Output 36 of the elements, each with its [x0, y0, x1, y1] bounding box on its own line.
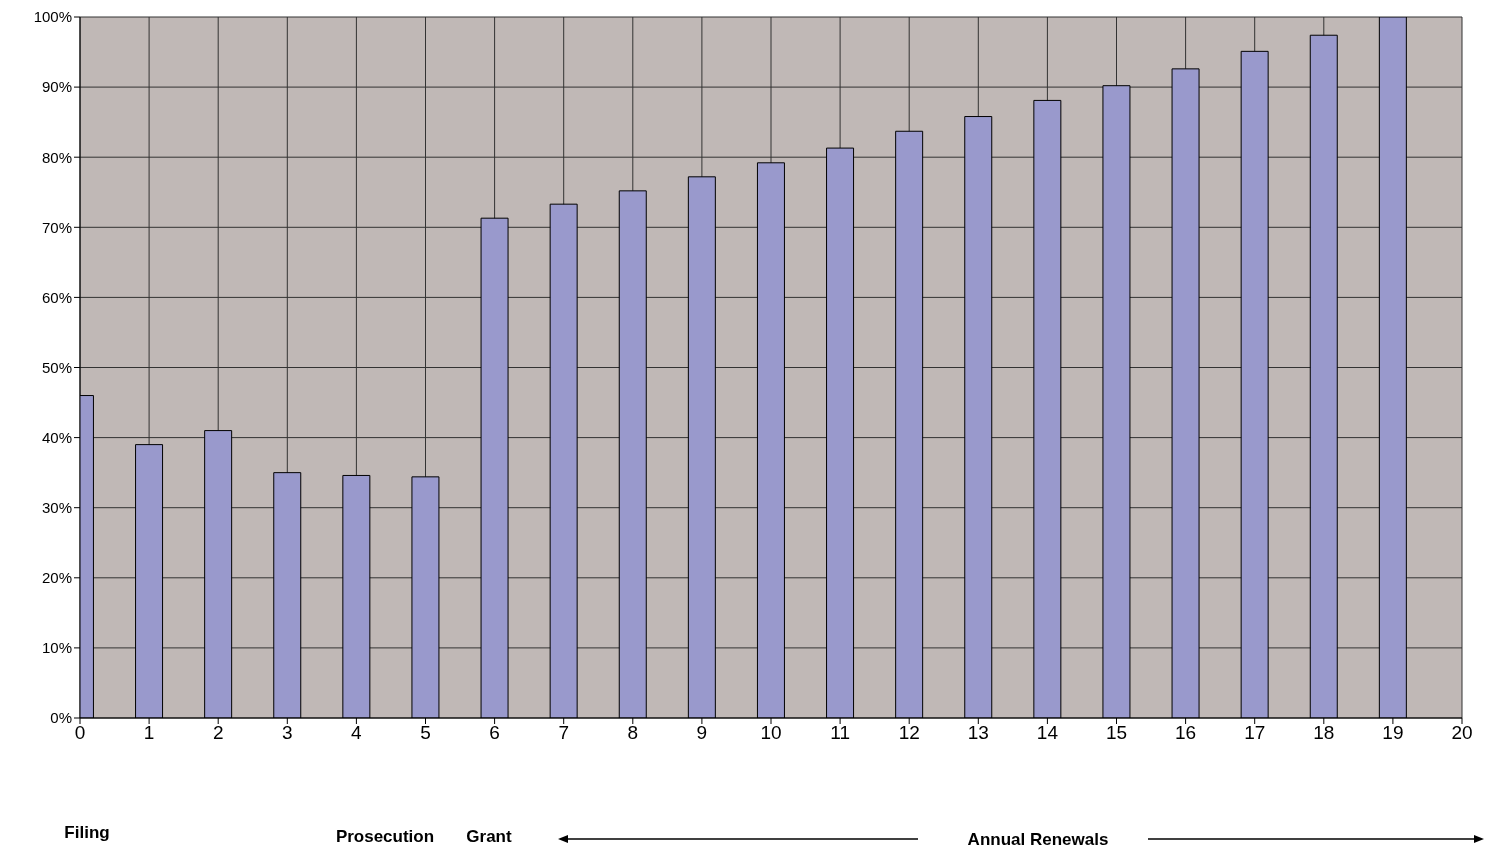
y-tick-label: 0%: [50, 709, 72, 727]
y-tick-label: 70%: [41, 218, 72, 236]
y-tick-label: 50%: [41, 358, 72, 376]
y-tick-label: 60%: [41, 288, 72, 306]
y-tick-label: 80%: [41, 148, 72, 166]
x-tick-label: 8: [627, 722, 639, 744]
x-tick-label: 11: [830, 722, 850, 744]
y-tick-label: 20%: [41, 569, 72, 587]
x-tick-label: 20: [1451, 722, 1473, 744]
x-tick-label: 3: [282, 722, 293, 744]
x-tick-label: 0: [74, 722, 86, 744]
x-tick-label: 4: [351, 722, 363, 744]
x-tick-label: 13: [967, 722, 989, 744]
x-tick-label: 19: [1382, 722, 1404, 744]
x-tick-label: 16: [1175, 722, 1197, 744]
y-tick-label: 90%: [41, 78, 72, 96]
x-tick-label: 7: [558, 722, 569, 744]
x-tick-label: 9: [696, 722, 708, 744]
text: Prosecution: [335, 827, 435, 846]
x-tick-label: 14: [1036, 722, 1059, 744]
y-tick-label: 40%: [41, 428, 72, 446]
x-tick-label: 15: [1105, 722, 1128, 744]
x-tick-label: 10: [760, 722, 782, 744]
y-tick-label: 30%: [41, 499, 72, 517]
x-tick-label: 2: [212, 722, 224, 744]
x-tick-label: 1: [143, 722, 155, 744]
y-tick-label: 100%: [33, 8, 72, 26]
x-tick-label: 12: [898, 722, 920, 744]
y-tick-label: 10%: [41, 639, 72, 657]
x-tick-label: 6: [489, 722, 500, 744]
text: Filing: [64, 823, 110, 842]
text: Grant: [466, 827, 513, 846]
text: Annual Renewals: [967, 830, 1109, 849]
x-tick-label: 18: [1313, 722, 1335, 744]
x-tick-label: 5: [420, 722, 431, 744]
x-tick-label: 17: [1244, 722, 1266, 744]
